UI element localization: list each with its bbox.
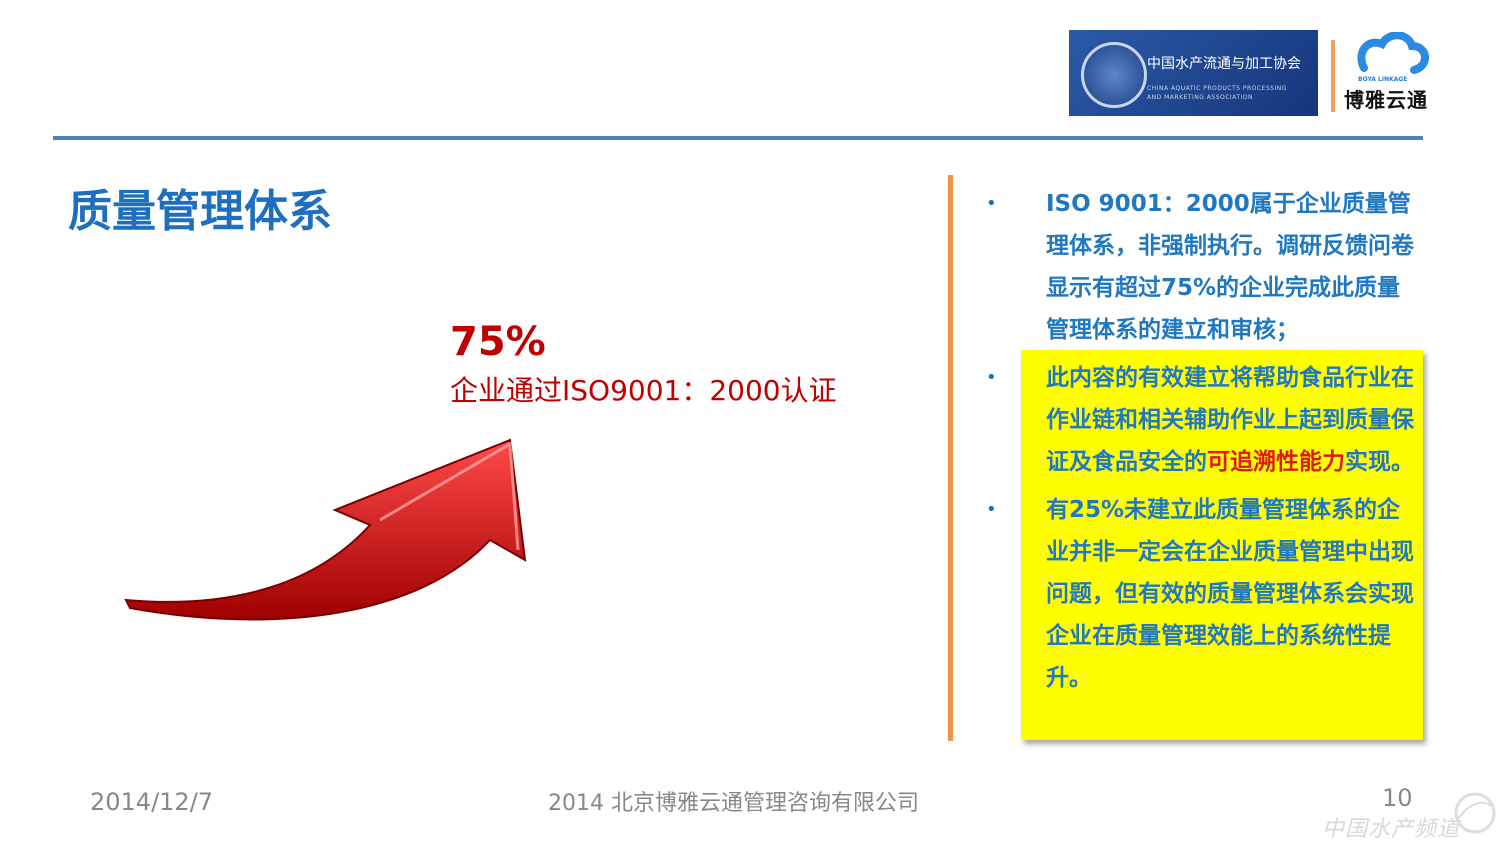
boya-logo: BOYA LINKAGE 博雅云通 bbox=[1340, 30, 1440, 116]
bullet-list: • ISO 9001：2000属于企业质量管理体系，非强制执行。调研反馈问卷显示… bbox=[986, 183, 1426, 705]
association-seal-icon bbox=[1081, 42, 1147, 108]
bullet-item: • 此内容的有效建立将帮助食品行业在作业链和相关辅助作业上起到质量保证及食品安全… bbox=[986, 357, 1426, 483]
vertical-divider bbox=[948, 175, 953, 741]
bullet-item: • 有25%未建立此质量管理体系的企业并非一定会在企业质量管理中出现问题，但有效… bbox=[986, 489, 1426, 699]
globe-watermark-icon bbox=[1454, 792, 1496, 834]
bullet-text-2: 此内容的有效建立将帮助食品行业在作业链和相关辅助作业上起到质量保证及食品安全的可… bbox=[1046, 365, 1414, 475]
cloud-logo-icon bbox=[1357, 32, 1429, 74]
highlight-percent: 75% bbox=[450, 319, 546, 365]
footer-company: 2014 北京博雅云通管理咨询有限公司 bbox=[548, 791, 919, 816]
bullet-icon: • bbox=[986, 367, 997, 388]
association-name-cn: 中国水产流通与加工协会 bbox=[1147, 56, 1301, 72]
page-number: 10 bbox=[1382, 784, 1413, 812]
rising-arrow-icon bbox=[124, 438, 527, 621]
footer-date: 2014/12/7 bbox=[90, 788, 214, 816]
watermark: 中国水产频道 bbox=[1322, 817, 1461, 842]
page-title: 质量管理体系 bbox=[68, 186, 332, 237]
boya-name-cn: 博雅云通 bbox=[1344, 88, 1428, 112]
bullet-icon: • bbox=[986, 499, 997, 520]
association-logo: 中国水产流通与加工协会 CHINA AQUATIC PRODUCTS PROCE… bbox=[1069, 30, 1318, 116]
highlight-caption: 企业通过ISO9001：2000认证 bbox=[450, 374, 837, 407]
bullet-icon: • bbox=[986, 193, 997, 214]
bullet-text-3: 有25%未建立此质量管理体系的企业并非一定会在企业质量管理中出现问题，但有效的质… bbox=[1046, 497, 1414, 691]
bullet-text-1: ISO 9001：2000属于企业质量管理体系，非强制执行。调研反馈问卷显示有超… bbox=[1046, 191, 1414, 343]
logo-divider bbox=[1331, 40, 1335, 112]
association-name-en: CHINA AQUATIC PRODUCTS PROCESSING AND MAR… bbox=[1147, 85, 1287, 101]
bullet-item: • ISO 9001：2000属于企业质量管理体系，非强制执行。调研反馈问卷显示… bbox=[986, 183, 1426, 351]
header-rule bbox=[53, 136, 1423, 140]
highlight-box bbox=[1021, 350, 1423, 740]
boya-name-en: BOYA LINKAGE bbox=[1358, 76, 1408, 83]
